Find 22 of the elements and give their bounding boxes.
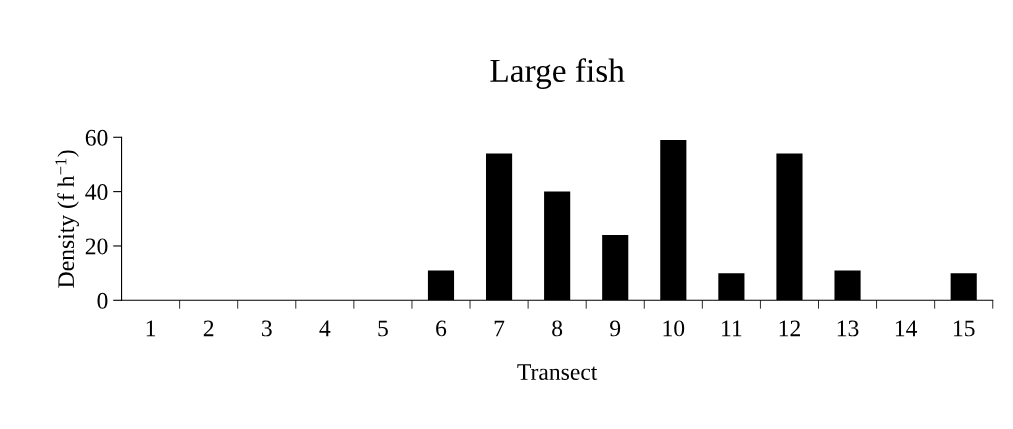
x-tick-label: 4 — [319, 320, 331, 337]
x-tick-label: 8 — [552, 320, 563, 337]
y-tick-label: 40 — [85, 184, 108, 201]
x-tick-label: 11 — [722, 320, 742, 337]
x-tick-label: 1 — [146, 320, 156, 337]
y-axis-title: Density (f h$^{−1}$) — [55, 150, 79, 288]
x-tick-label: 7 — [494, 320, 505, 337]
y-tick-label: 0 — [97, 292, 108, 309]
x-tick-label: 14 — [895, 320, 918, 337]
x-tick-label: 9 — [610, 320, 621, 337]
x-tick-label: 6 — [436, 320, 447, 337]
x-tick-label: 2 — [203, 320, 214, 337]
x-tick-label: 5 — [378, 320, 388, 337]
y-tick-label: 20 — [85, 238, 108, 255]
y-tick-label: 60 — [85, 129, 108, 146]
x-axis-title: Transect — [517, 364, 598, 380]
x-tick-label: 13 — [837, 320, 859, 337]
x-tick-label: 10 — [663, 320, 685, 337]
x-tick-label: 15 — [953, 320, 975, 337]
x-tick-label: 12 — [779, 320, 800, 337]
chart-title: Large fish — [490, 58, 625, 89]
x-tick-label: 3 — [261, 320, 272, 337]
